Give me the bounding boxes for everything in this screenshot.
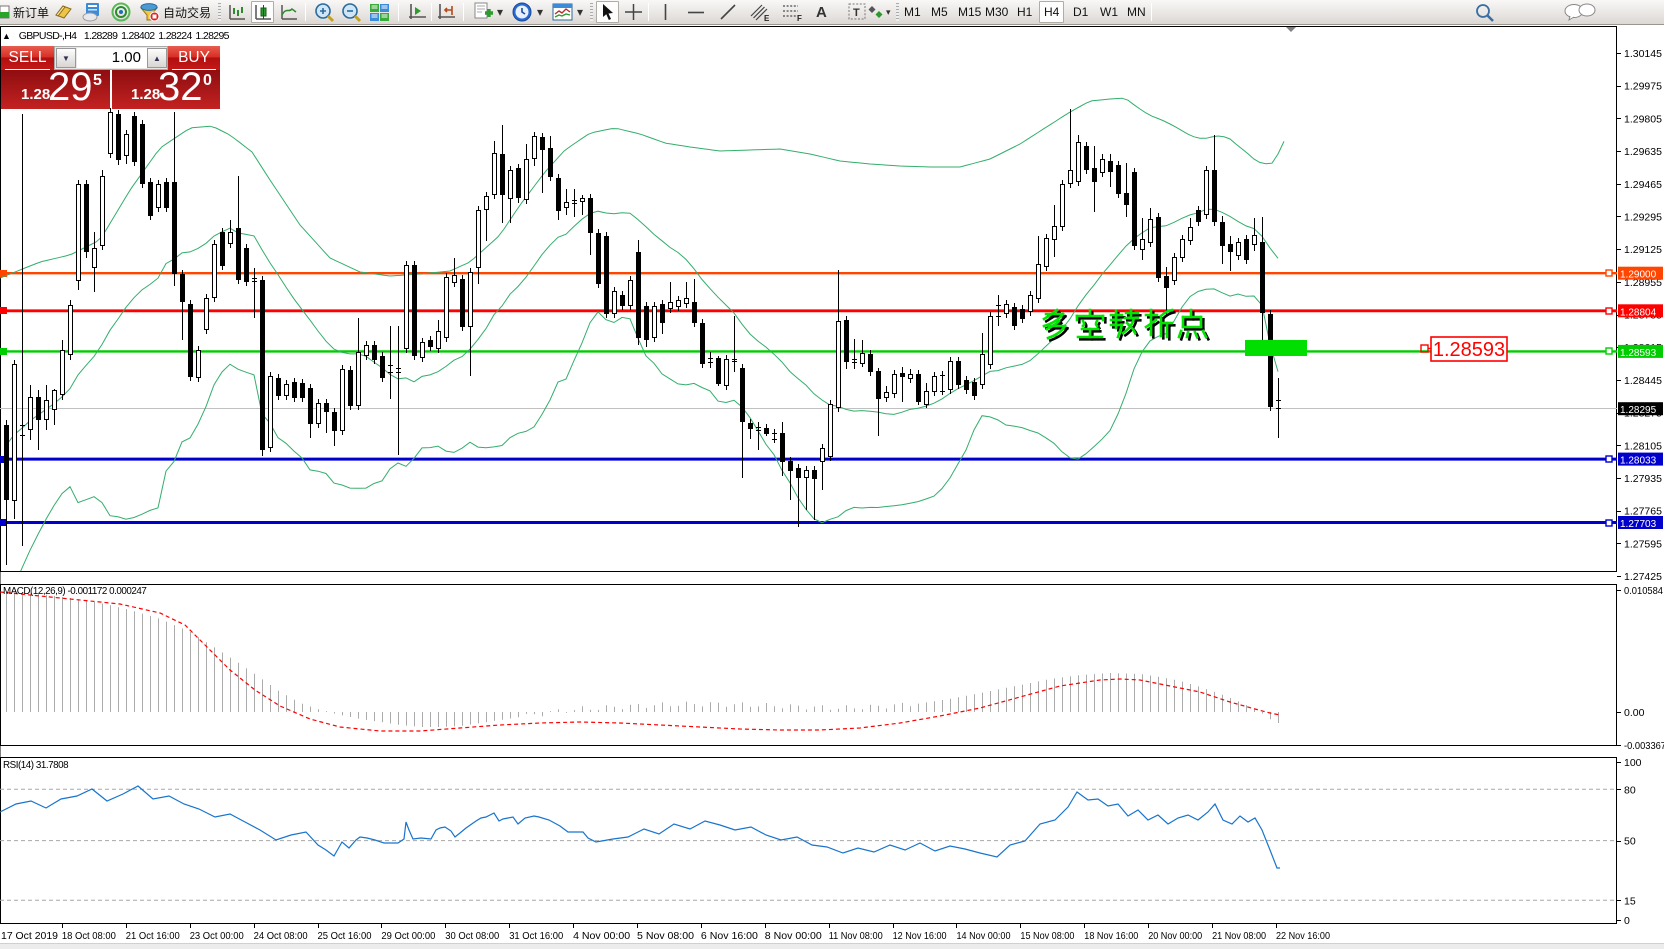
svg-text:20 Nov 00:00: 20 Nov 00:00: [1148, 930, 1202, 942]
svg-text:14 Nov 00:00: 14 Nov 00:00: [957, 930, 1011, 942]
svg-text:T: T: [853, 7, 860, 19]
svg-text:0.00: 0.00: [1624, 707, 1645, 719]
svg-text:1.27595: 1.27595: [1624, 538, 1662, 550]
svg-text:8 Nov 00:00: 8 Nov 00:00: [765, 930, 822, 942]
svg-text:17 Oct 2019: 17 Oct 2019: [1, 930, 58, 942]
svg-text:29 Oct 00:00: 29 Oct 00:00: [381, 930, 435, 942]
svg-text:11 Nov 08:00: 11 Nov 08:00: [829, 930, 883, 942]
svg-text:1.27765: 1.27765: [1624, 506, 1662, 518]
svg-text:30 Oct 08:00: 30 Oct 08:00: [445, 930, 499, 942]
svg-text:1.28033: 1.28033: [1620, 456, 1657, 467]
svg-text:F: F: [797, 14, 802, 22]
svg-text:1.27425: 1.27425: [1624, 571, 1662, 583]
svg-text:1.29465: 1.29465: [1624, 179, 1662, 191]
svg-text:21 Oct 16:00: 21 Oct 16:00: [126, 930, 180, 942]
svg-text:1.28445: 1.28445: [1624, 375, 1662, 387]
svg-text:1.27935: 1.27935: [1624, 473, 1662, 485]
svg-text:-0.003367: -0.003367: [1624, 740, 1664, 752]
svg-text:25 Oct 16:00: 25 Oct 16:00: [318, 930, 372, 942]
svg-text:1.28105: 1.28105: [1624, 440, 1662, 452]
svg-text:24 Oct 08:00: 24 Oct 08:00: [254, 930, 308, 942]
svg-text:5 Nov 08:00: 5 Nov 08:00: [637, 930, 694, 942]
svg-text:15 Nov 08:00: 15 Nov 08:00: [1020, 930, 1074, 942]
svg-text:E: E: [764, 14, 770, 22]
svg-text:1.28955: 1.28955: [1624, 277, 1662, 289]
svg-text:1.29635: 1.29635: [1624, 146, 1662, 158]
svg-text:21 Nov 08:00: 21 Nov 08:00: [1212, 930, 1266, 942]
svg-text:12 Nov 16:00: 12 Nov 16:00: [893, 930, 947, 942]
svg-text:6 Nov 16:00: 6 Nov 16:00: [701, 930, 758, 942]
svg-text:1.29975: 1.29975: [1624, 81, 1662, 93]
svg-text:1.29125: 1.29125: [1624, 244, 1662, 256]
svg-text:100: 100: [1624, 757, 1642, 769]
svg-text:1.29000: 1.29000: [1620, 270, 1657, 281]
svg-text:15: 15: [1624, 895, 1636, 907]
svg-text:MACD(12,26,9) -0.001172 0.0002: MACD(12,26,9) -0.001172 0.000247: [3, 586, 146, 597]
svg-text:18 Nov 16:00: 18 Nov 16:00: [1084, 930, 1138, 942]
svg-text:1.28593: 1.28593: [1620, 348, 1657, 359]
svg-text:1.28804: 1.28804: [1620, 307, 1657, 318]
svg-text:0: 0: [1624, 915, 1630, 927]
svg-text:1.30145: 1.30145: [1624, 48, 1662, 60]
svg-text:1.29805: 1.29805: [1624, 113, 1662, 125]
svg-text:0.010584: 0.010584: [1624, 585, 1663, 597]
svg-text:80: 80: [1624, 784, 1636, 796]
svg-text:4 Nov 00:00: 4 Nov 00:00: [573, 930, 630, 942]
svg-text:22 Nov 16:00: 22 Nov 16:00: [1276, 930, 1330, 942]
svg-text:1.28593: 1.28593: [1433, 339, 1505, 361]
svg-text:23 Oct 00:00: 23 Oct 00:00: [190, 930, 244, 942]
svg-text:50: 50: [1624, 836, 1636, 848]
svg-text:18 Oct 08:00: 18 Oct 08:00: [62, 930, 116, 942]
svg-text:RSI(14) 31.7808: RSI(14) 31.7808: [3, 760, 69, 771]
svg-text:1.27703: 1.27703: [1620, 519, 1657, 530]
svg-text:1.28295: 1.28295: [1620, 405, 1657, 416]
svg-text:31 Oct 16:00: 31 Oct 16:00: [509, 930, 563, 942]
svg-text:1.29295: 1.29295: [1624, 211, 1662, 223]
